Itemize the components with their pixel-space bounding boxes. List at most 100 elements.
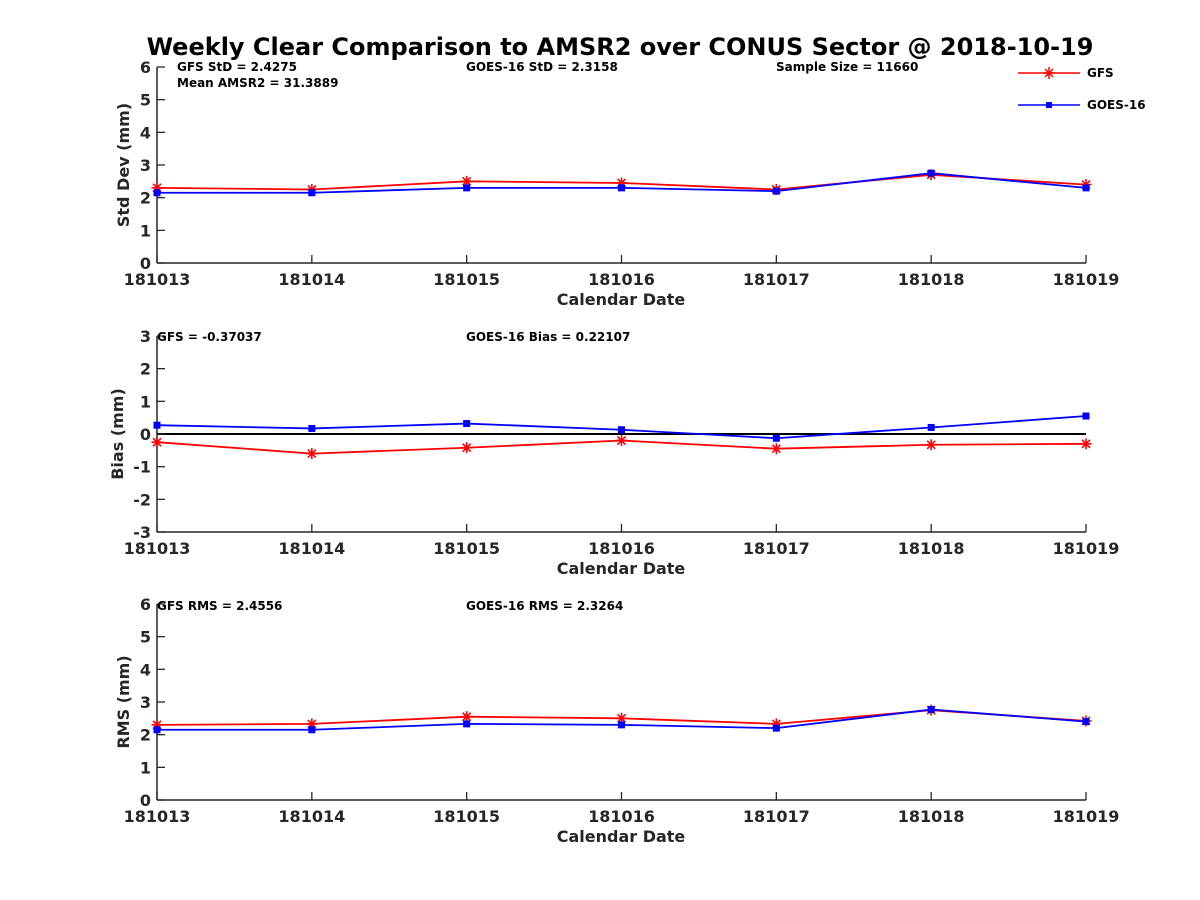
data-point-goes16: [463, 184, 471, 192]
data-point-gfs: [925, 439, 937, 451]
chart-title: Weekly Clear Comparison to AMSR2 over CO…: [147, 33, 1094, 61]
y-tick-label: 6: [140, 58, 151, 77]
x-tick-label: 181015: [433, 807, 500, 826]
y-axis-label: Std Dev (mm): [114, 103, 133, 227]
annotation-goes-rms: GOES-16 RMS = 2.3264: [466, 599, 623, 613]
legend-item-goes16: GOES-16: [1018, 98, 1146, 112]
x-ticks: 181013 181014 181015 181016 181017 181018 1810…: [124, 255, 1120, 289]
data-point-goes16: [463, 720, 471, 728]
data-point-goes16: [618, 184, 625, 192]
data-point-goes16: [772, 724, 780, 732]
y-tick-label: 3: [140, 327, 151, 346]
y-tick-label: 5: [140, 628, 151, 647]
x-tick-label: 181016: [588, 539, 655, 558]
y-tick-label: 3: [140, 693, 151, 712]
y-tick-label: 6: [140, 595, 151, 614]
data-point-goes16: [618, 426, 625, 434]
y-tick-label: 3: [140, 156, 151, 175]
y-tick-label: 1: [140, 221, 151, 240]
x-tick-label: 181017: [743, 807, 810, 826]
x-tick-label: 181017: [743, 539, 810, 558]
data-point-goes16: [927, 706, 935, 714]
x-tick-label: 181018: [898, 270, 965, 289]
data-point-goes16: [1082, 412, 1090, 420]
series-group: [151, 412, 1092, 460]
x-tick-label: 181015: [433, 539, 500, 558]
annotation-sample-size: Sample Size = 11660: [776, 60, 918, 74]
y-axis-label: RMS (mm): [114, 655, 133, 748]
x-tick-label: 181013: [124, 539, 191, 558]
legend-marker-gfs: [1043, 67, 1055, 79]
x-tick-label: 181015: [433, 270, 500, 289]
data-point-gfs: [770, 443, 782, 455]
x-tick-label: 181019: [1053, 270, 1120, 289]
x-ticks: 181013 181014 181015 181016 181017 181018 1810…: [124, 524, 1120, 558]
y-axis-label: Bias (mm): [108, 388, 127, 480]
x-axis-label: Calendar Date: [557, 559, 686, 578]
panel-rms: 0 1 2 3 4 5 6 181013 181014 181015 181016 181017 18…: [114, 595, 1119, 846]
y-tick-label: 2: [140, 360, 151, 379]
y-tick-label: 4: [140, 660, 151, 679]
y-ticks: 0 1 2 3 4 5 6: [140, 58, 165, 273]
data-point-gfs: [461, 442, 473, 454]
data-point-goes16: [308, 189, 316, 197]
data-point-gfs: [306, 448, 318, 460]
y-ticks: -3 -2 -1 0 1 2 3: [133, 327, 165, 542]
y-tick-label: -2: [133, 490, 151, 509]
series-group: [151, 169, 1092, 197]
data-point-goes16: [927, 423, 935, 431]
legend-label-gfs: GFS: [1087, 66, 1114, 80]
x-ticks: 181013 181014 181015 181016 181017 181018 1810…: [124, 792, 1119, 826]
data-point-goes16: [463, 420, 471, 428]
data-point-goes16: [927, 169, 935, 177]
x-axis-label: Calendar Date: [557, 290, 686, 309]
annotation-gfs-std: GFS StD = 2.4275: [177, 60, 297, 74]
data-point-gfs: [461, 711, 473, 723]
data-point-gfs: [1080, 438, 1092, 450]
x-axis-label: Calendar Date: [557, 827, 686, 846]
annotation-gfs-bias: GFS = -0.37037: [157, 330, 262, 344]
data-point-goes16: [618, 721, 625, 729]
y-tick-label: -1: [133, 458, 151, 477]
annotation-amsr2-mean: Mean AMSR2 = 31.3889: [177, 76, 338, 90]
y-tick-label: 1: [140, 758, 151, 777]
data-point-goes16: [153, 421, 161, 429]
y-tick-label: 1: [140, 392, 151, 411]
y-tick-label: 2: [140, 726, 151, 745]
x-tick-label: 181019: [1053, 539, 1120, 558]
x-tick-label: 181013: [124, 270, 191, 289]
data-point-goes16: [1082, 718, 1090, 726]
data-point-goes16: [308, 424, 316, 432]
x-tick-label: 181018: [898, 539, 965, 558]
x-tick-label: 181016: [588, 270, 655, 289]
data-point-goes16: [1082, 184, 1090, 192]
x-tick-label: 181014: [278, 270, 345, 289]
y-tick-label: 5: [140, 91, 151, 110]
x-tick-label: 181016: [588, 807, 655, 826]
x-tick-label: 181013: [124, 807, 191, 826]
x-tick-label: 181018: [898, 807, 965, 826]
y-ticks: 0 1 2 3 4 5 6: [140, 595, 165, 810]
y-tick-label: -3: [133, 523, 151, 542]
series-group: [151, 704, 1092, 734]
x-tick-label: 181017: [743, 270, 810, 289]
legend-item-gfs: GFS: [1018, 66, 1114, 80]
legend: GFS GOES-16: [1018, 66, 1146, 112]
data-point-goes16: [153, 726, 161, 734]
y-tick-label: 4: [140, 123, 151, 142]
y-tick-label: 0: [140, 254, 151, 273]
annotation-goes-std: GOES-16 StD = 2.3158: [466, 60, 618, 74]
legend-label-goes16: GOES-16: [1087, 98, 1146, 112]
data-point-goes16: [308, 726, 316, 734]
x-tick-label: 181014: [278, 807, 345, 826]
y-tick-label: 0: [140, 791, 151, 810]
annotation-goes-bias: GOES-16 Bias = 0.22107: [466, 330, 630, 344]
legend-marker-goes16: [1046, 102, 1052, 108]
data-point-goes16: [772, 187, 780, 195]
data-point-gfs: [616, 435, 627, 447]
y-tick-label: 2: [140, 189, 151, 208]
data-point-gfs: [151, 436, 163, 448]
